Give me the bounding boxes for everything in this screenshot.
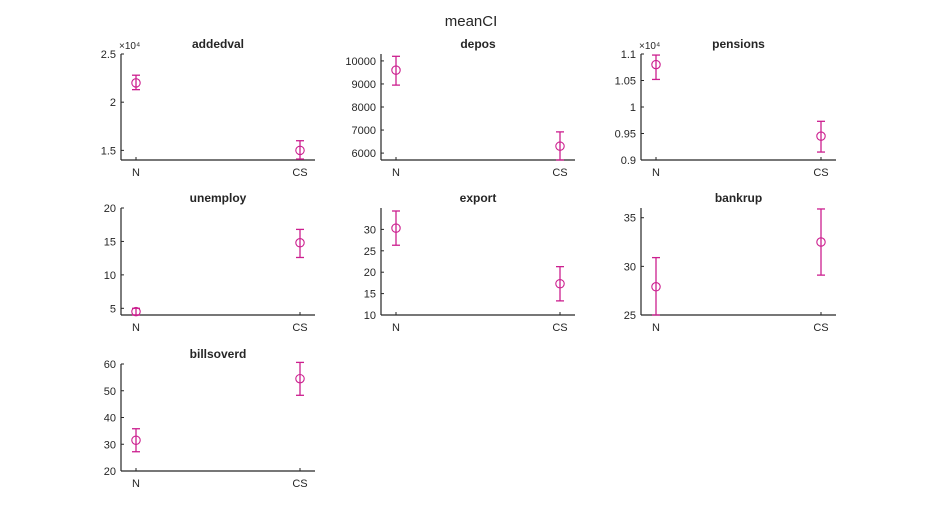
ci-errorbar-N	[131, 74, 141, 91]
y-tick-label: 2	[110, 97, 116, 109]
y-tick-label: 25	[624, 310, 636, 322]
ci-errorbar-N	[391, 210, 401, 246]
subplot-unemploy: unemploy 5 10 15 20 N CS	[104, 191, 315, 334]
x-tick-label-CS: CS	[813, 322, 828, 334]
y-tick-label: 30	[624, 261, 636, 273]
subplot-billsoverd: billsoverd 20 30 40 50 60 N CS	[104, 347, 315, 490]
mean-marker	[651, 282, 661, 292]
ci-errorbar-CS	[295, 228, 305, 259]
y-tick-label: 1	[630, 102, 636, 114]
x-tick-label-N: N	[652, 167, 660, 179]
x-tick-label-N: N	[132, 322, 140, 334]
y-tick-label: 60	[104, 359, 116, 371]
subplot-export: export 10 15 20 25 30 N CS	[364, 191, 575, 334]
subplot-title: pensions	[712, 37, 765, 51]
x-tick-label-CS: CS	[292, 478, 307, 490]
y-tick-label: 30	[104, 439, 116, 451]
ci-errorbar-CS	[816, 120, 826, 153]
mean-marker	[295, 145, 305, 156]
y-tick-label: 10	[364, 310, 376, 322]
y-exponent-label: ×10⁴	[639, 41, 660, 52]
y-tick-label: 1.05	[615, 76, 636, 88]
y-exponent-label: ×10⁴	[119, 41, 140, 52]
subplot-title: addedval	[192, 37, 244, 51]
x-tick-label-N: N	[652, 322, 660, 334]
y-tick-label: 30	[364, 224, 376, 236]
mean-marker	[651, 59, 661, 70]
mean-marker	[131, 435, 141, 445]
mean-marker	[391, 65, 401, 75]
y-tick-label: 20	[104, 203, 116, 215]
mean-marker	[295, 238, 305, 248]
x-tick-label-N: N	[392, 322, 400, 334]
subplot-grid: addedval ×10⁴ 1.5 2 2.5 N CS depos 6000 7000 8000 9…	[101, 37, 836, 490]
y-tick-label: 25	[364, 246, 376, 258]
y-tick-label: 7000	[352, 125, 376, 137]
figure-title: meanCI	[445, 13, 498, 30]
ci-errorbar-N	[131, 306, 141, 317]
mean-marker	[131, 306, 141, 317]
x-tick-label-CS: CS	[292, 167, 307, 179]
ci-errorbar-N	[651, 54, 661, 81]
y-tick-label: 40	[104, 413, 116, 425]
ci-errorbar-N	[391, 55, 401, 86]
y-tick-label: 6000	[352, 148, 376, 160]
ci-errorbar-CS	[555, 265, 565, 302]
subplot-depos: depos 6000 7000 8000 9000 10000 N CS	[345, 37, 575, 179]
subplot-addedval: addedval ×10⁴ 1.5 2 2.5 N CS	[101, 37, 315, 179]
ci-errorbar-CS	[555, 131, 565, 161]
y-tick-label: 10000	[345, 56, 376, 68]
x-tick-label-CS: CS	[813, 167, 828, 179]
y-tick-label: 9000	[352, 79, 376, 91]
x-tick-label-N: N	[392, 167, 400, 179]
ci-errorbar-N	[131, 428, 141, 453]
x-tick-label-CS: CS	[552, 167, 567, 179]
y-tick-label: 5	[110, 303, 116, 315]
subplot-title: depos	[460, 37, 496, 51]
ci-errorbar-CS	[295, 361, 305, 396]
y-tick-label: 1.5	[101, 145, 116, 157]
mean-marker	[391, 223, 401, 233]
x-tick-label-CS: CS	[552, 322, 567, 334]
mean-marker	[555, 141, 565, 151]
mean-marker	[555, 279, 565, 289]
y-tick-label: 1.1	[621, 49, 636, 61]
y-tick-label: 50	[104, 386, 116, 398]
ci-errorbar-CS	[816, 208, 826, 276]
y-tick-label: 20	[104, 466, 116, 478]
x-tick-label-CS: CS	[292, 322, 307, 334]
y-tick-label: 35	[624, 213, 636, 225]
subplot-title: billsoverd	[190, 347, 247, 361]
y-tick-label: 8000	[352, 102, 376, 114]
mean-marker	[295, 373, 305, 384]
y-tick-label: 20	[364, 267, 376, 279]
y-tick-label: 2.5	[101, 49, 116, 61]
x-tick-label-N: N	[132, 167, 140, 179]
subplot-title: bankrup	[715, 191, 762, 205]
ci-errorbar-N	[651, 256, 661, 316]
ci-errorbar-CS	[295, 140, 305, 160]
y-tick-label: 0.95	[615, 129, 636, 141]
subplot-title: export	[460, 191, 497, 205]
y-tick-label: 10	[104, 270, 116, 282]
subplot-pensions: pensions ×10⁴ 0.9 0.95 1 1.05 1.1 N CS	[615, 37, 836, 179]
x-tick-label-N: N	[132, 478, 140, 490]
subplot-title: unemploy	[190, 191, 247, 205]
y-tick-label: 15	[104, 236, 116, 248]
mean-marker	[816, 237, 826, 247]
subplot-bankrup: bankrup 25 30 35 N CS	[624, 191, 836, 334]
y-tick-label: 15	[364, 289, 376, 301]
mean-marker	[816, 131, 826, 141]
mean-marker	[131, 78, 141, 88]
y-tick-label: 0.9	[621, 155, 636, 167]
